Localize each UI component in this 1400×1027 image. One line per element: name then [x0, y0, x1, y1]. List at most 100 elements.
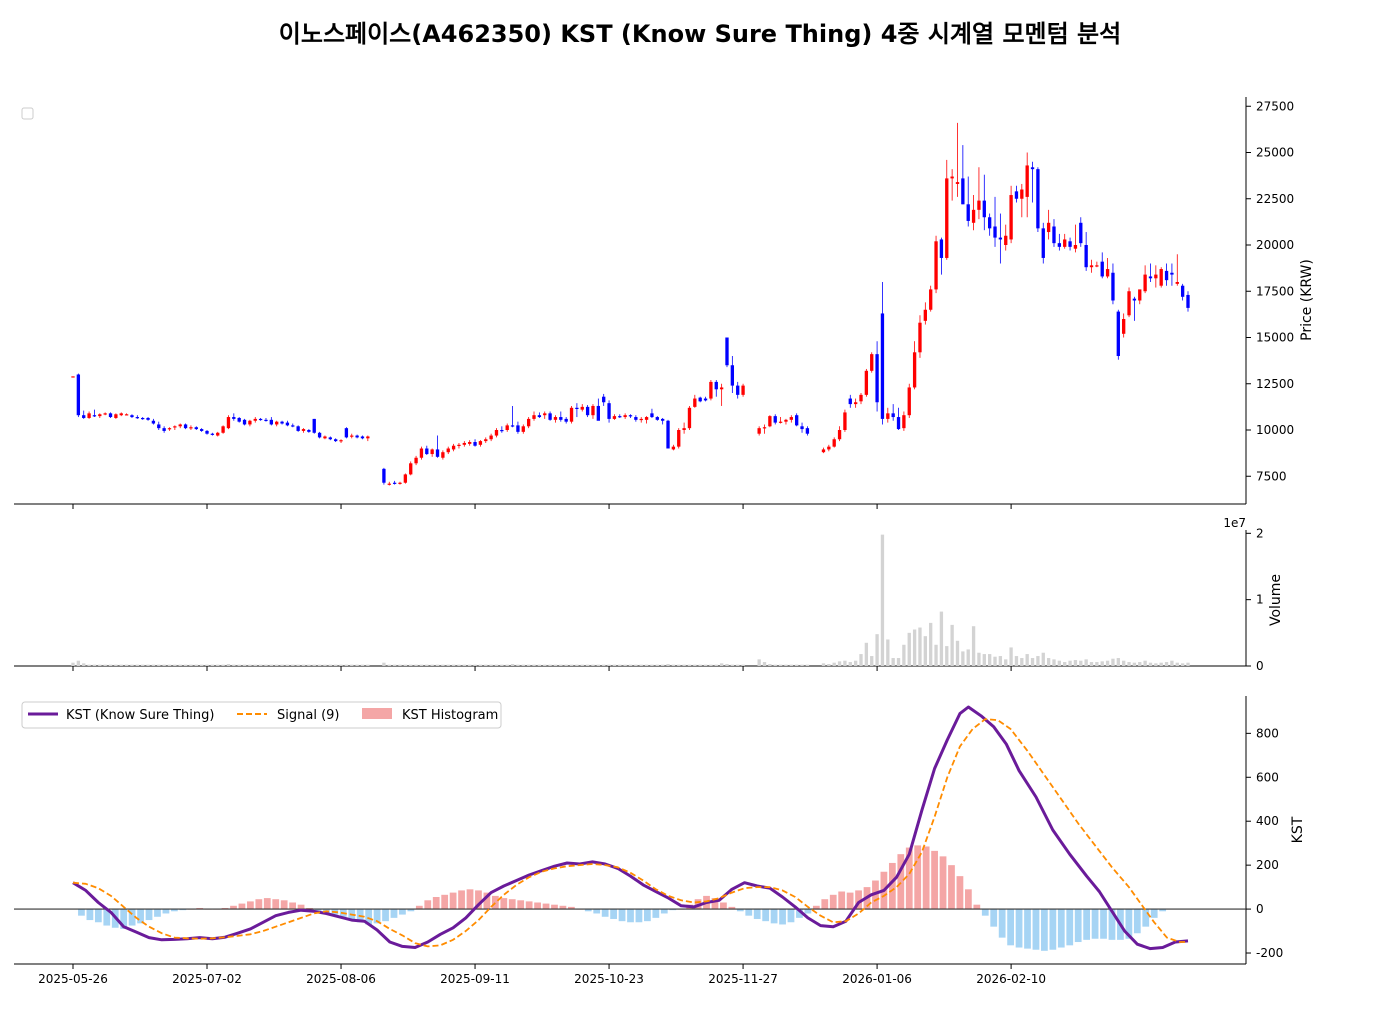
volume-bar — [955, 640, 960, 666]
candle-body — [398, 482, 402, 484]
kst-histogram-bar — [1049, 909, 1057, 950]
volume-bar — [580, 664, 584, 666]
kst-histogram-bar — [1125, 909, 1133, 939]
candle-body — [532, 415, 536, 419]
volume-bar — [1186, 662, 1190, 666]
kst-histogram-bar — [128, 909, 136, 926]
volume-bar — [1138, 662, 1142, 666]
volume-bar — [687, 664, 692, 666]
volume-bar — [559, 664, 563, 666]
candle-body — [1159, 269, 1163, 286]
candle-body — [457, 444, 461, 446]
candle-body — [1138, 289, 1142, 301]
candle-body — [687, 407, 692, 429]
volume-bar — [891, 658, 895, 666]
volume-bar — [1020, 658, 1024, 666]
volume-bar — [585, 664, 590, 666]
kst-histogram-bar — [1159, 909, 1167, 912]
candle-body — [1084, 245, 1088, 268]
kst-y-ticks: -200 0 200 400 600 800 — [1246, 726, 1283, 960]
volume-bar — [360, 664, 365, 666]
volume-bar — [221, 664, 225, 666]
kst-histogram-bar — [449, 892, 457, 910]
volume-bar — [918, 627, 922, 666]
candle-body — [612, 416, 617, 419]
kst-histogram-bar — [415, 905, 423, 910]
volume-bar — [317, 664, 322, 666]
volume-bar — [1148, 662, 1153, 666]
volume-bar — [971, 626, 976, 666]
volume-bar — [532, 664, 536, 666]
candle-body — [382, 468, 386, 483]
candle-body — [87, 413, 91, 418]
volume-bar — [896, 658, 901, 666]
candle-body — [580, 406, 584, 410]
candle-body — [151, 420, 156, 424]
candle-body — [987, 217, 992, 229]
candle-body — [703, 398, 708, 401]
candle-body — [934, 241, 938, 290]
candle-body — [162, 428, 166, 431]
kst-histogram-bar — [965, 889, 972, 910]
candle-body — [419, 448, 424, 458]
price-tick-label: 15000 — [1256, 331, 1294, 345]
kst-histogram-bar — [120, 909, 128, 929]
volume-tick-label: 2 — [1256, 526, 1264, 540]
volume-bar — [543, 664, 547, 666]
volume-bar — [468, 664, 472, 666]
candle-body — [982, 200, 986, 218]
candle-body — [258, 418, 263, 421]
volume-bar — [1079, 660, 1083, 666]
candle-body — [462, 442, 466, 445]
candle-body — [1020, 189, 1024, 199]
volume-bar — [784, 664, 788, 666]
candle-body — [1170, 272, 1174, 275]
kst-histogram-bar — [170, 909, 178, 912]
kst-tick-label: -200 — [1256, 946, 1283, 960]
kst-histogram-bar — [770, 909, 778, 924]
kst-histogram-bar — [1100, 909, 1107, 939]
candle-body — [146, 417, 150, 420]
candle-body — [435, 449, 440, 457]
candle-body — [971, 209, 976, 223]
candle-body — [312, 418, 316, 433]
volume-bar — [650, 664, 654, 666]
kst-histogram-bar — [1057, 909, 1065, 948]
candle-body — [559, 417, 563, 420]
kst-histogram-bar — [373, 909, 381, 924]
candle-body — [537, 415, 542, 418]
kst-histogram-bar — [601, 909, 609, 917]
candle-body — [71, 376, 75, 378]
kst-histogram-bar — [981, 909, 989, 916]
candle-body — [923, 309, 927, 321]
volume-bar — [966, 649, 970, 666]
volume-bar — [510, 664, 515, 666]
volume-bar — [205, 664, 209, 666]
candle-body — [323, 436, 327, 439]
kst-histogram-bar — [1066, 909, 1074, 946]
volume-bar — [912, 629, 917, 666]
candle-body — [602, 396, 606, 403]
volume-bar — [232, 664, 236, 666]
candle-body — [130, 415, 134, 418]
price-tick-label: 22500 — [1256, 192, 1294, 206]
candle-body — [993, 226, 997, 238]
candle-body — [301, 429, 306, 431]
candle-body — [623, 415, 627, 418]
candle-body — [253, 418, 257, 421]
legend-histogram-swatch — [362, 708, 392, 719]
volume-bar — [1175, 662, 1179, 666]
candle-body — [955, 182, 960, 184]
volume-bar — [71, 662, 75, 666]
volume-bar — [591, 664, 595, 666]
candle-body — [1073, 245, 1078, 249]
kst-histogram-bar — [272, 899, 280, 910]
kst-histogram-bar — [1150, 909, 1158, 918]
volume-bar — [907, 632, 911, 666]
candle-body — [1030, 167, 1035, 170]
candle-body — [736, 385, 740, 395]
candle-body — [564, 418, 568, 422]
candle-body — [730, 365, 735, 386]
chart-title: 이노스페이스(A462350) KST (Know Sure Thing) 4중… — [278, 20, 1122, 48]
candle-body — [762, 427, 767, 429]
